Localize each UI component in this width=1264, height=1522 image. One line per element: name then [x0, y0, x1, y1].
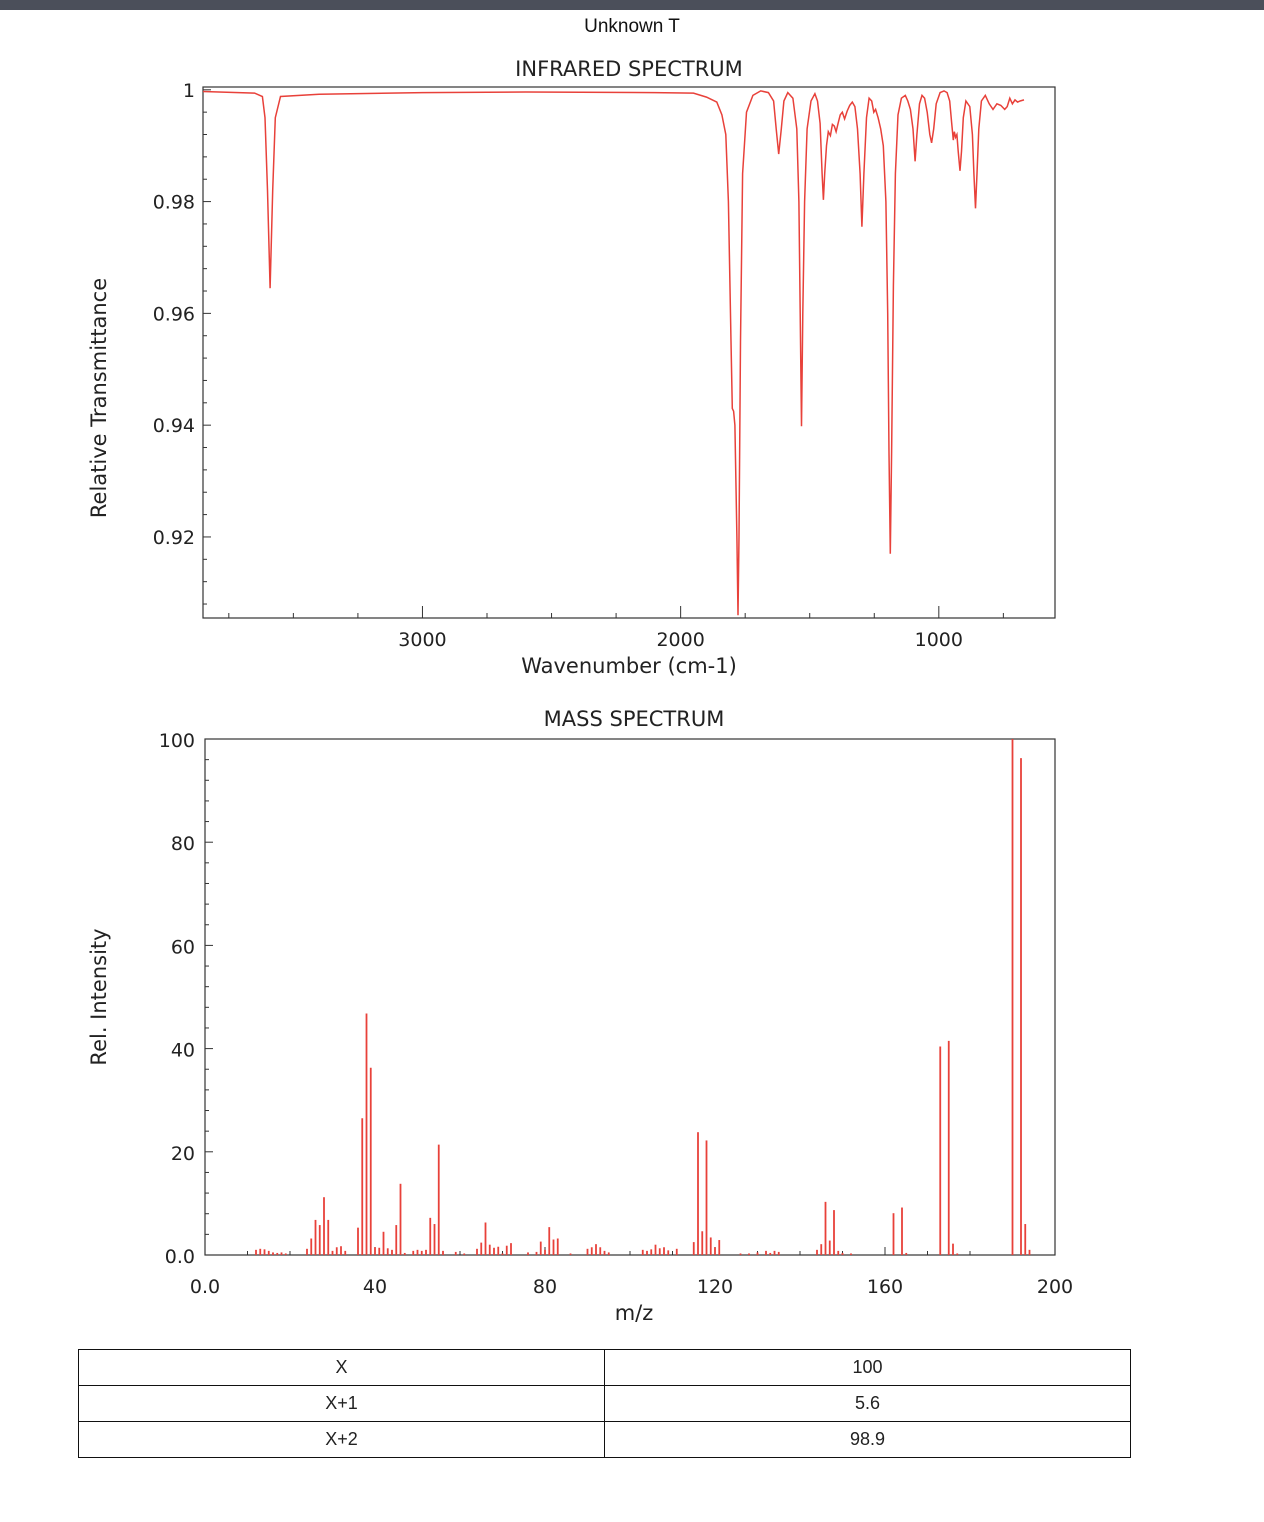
window-top-bar	[0, 0, 1264, 10]
ms-x-tick-label: 120	[697, 1276, 733, 1298]
ms-x-tick-label: 200	[1037, 1276, 1073, 1298]
ir-axis-ticks	[203, 89, 1004, 618]
ir-y-axis-label: Relative Transmittance	[87, 278, 111, 518]
ir-y-tick-label: 0.96	[153, 303, 195, 325]
ir-spectrum-chart: INFRARED SPECTRUM Relative Transmittance…	[87, 57, 1056, 678]
ms-y-tick-label: 60	[171, 936, 195, 958]
row-value-x: 100	[604, 1349, 1131, 1386]
ir-x-tick-label: 3000	[398, 629, 446, 651]
row-value-x-plus-2: 98.9	[604, 1421, 1131, 1458]
ir-x-tick-label: 2000	[656, 629, 704, 651]
row-label-x-plus-2: X+2	[78, 1421, 605, 1458]
isotope-table: X 100 X+1 5.6 X+2 98.9	[78, 1349, 1131, 1458]
row-label-x: X	[78, 1349, 605, 1386]
mass-spectrum-chart: MASS SPECTRUM Rel. Intensity Rel. Intens…	[87, 707, 1073, 1325]
ms-plot-frame	[204, 738, 1056, 1256]
ir-chart-title: INFRARED SPECTRUM	[515, 57, 743, 81]
ir-x-axis-label: Wavenumber (cm-1)	[521, 654, 737, 678]
ms-x-tick-label: 40	[363, 1276, 387, 1298]
ir-spectrum-line	[202, 90, 1025, 616]
document-title: Unknown T	[584, 16, 680, 37]
ms-x-axis-label: m/z	[615, 1301, 654, 1325]
row-label-x-plus-1: X+1	[78, 1385, 605, 1422]
ms-x-tick-label: 160	[867, 1276, 903, 1298]
ir-x-tick-label: 1000	[915, 629, 963, 651]
table-row: X 100	[78, 1349, 1131, 1386]
row-value-x-plus-1: 5.6	[604, 1385, 1131, 1422]
ms-y-tick-label: 80	[171, 833, 195, 855]
table-row: X+1 5.6	[78, 1385, 1131, 1422]
ms-axis-ticks	[204, 738, 1056, 1256]
ir-y-tick-label: 1	[183, 80, 195, 102]
ms-peaks	[255, 739, 1031, 1255]
ms-x-tick-label: 80	[533, 1276, 557, 1298]
ms-y-tick-label: 20	[171, 1143, 195, 1165]
ir-tick-labels: 3000 2000 1000 1 0.98 0.96 0.94 0.92	[153, 80, 963, 651]
ir-plot-frame	[202, 86, 1056, 619]
ms-tick-labels: 0.0 40 80 120 160 200 0.0 20 40 60 80 100	[159, 730, 1073, 1298]
ms-chart-title: MASS SPECTRUM	[544, 707, 725, 731]
ir-y-tick-label: 0.92	[153, 527, 195, 549]
table-row: X+2 98.9	[78, 1421, 1131, 1458]
ir-y-tick-label: 0.98	[153, 192, 195, 214]
ms-y-tick-label: 0.0	[165, 1246, 195, 1268]
ms-y-tick-label: 40	[171, 1040, 195, 1062]
ir-y-tick-label: 0.94	[153, 415, 195, 437]
ms-y-tick-label: 100	[159, 730, 195, 752]
ms-y-axis-label-visible: Rel. Intensity	[87, 928, 111, 1065]
ms-x-tick-label: 0.0	[190, 1276, 220, 1298]
